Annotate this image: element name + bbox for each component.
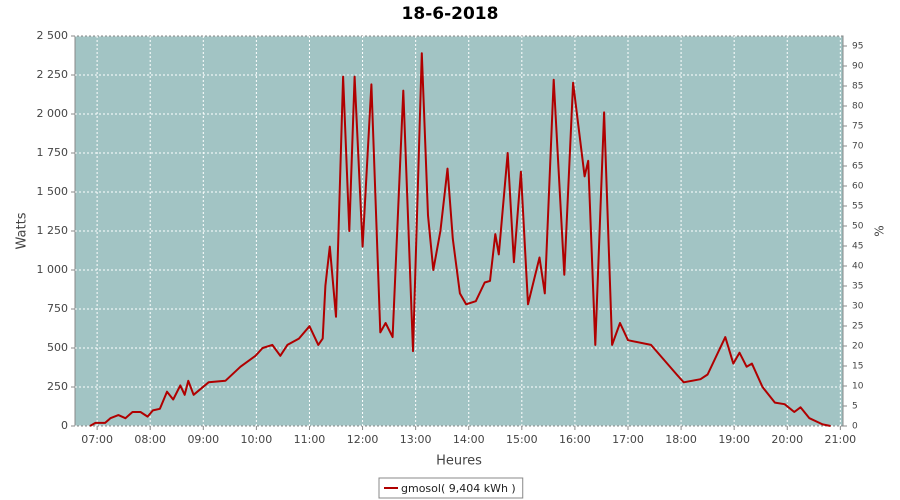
y2-tick-label: 65 — [852, 162, 863, 172]
y-tick-label: 1 750 — [37, 146, 69, 159]
y2-tick-label: 10 — [852, 382, 864, 392]
y-tick-label: 500 — [47, 341, 68, 354]
y-tick-label: 0 — [61, 419, 68, 432]
y2-tick-label: 75 — [852, 122, 863, 132]
y-axis-label: Watts — [15, 212, 30, 249]
y2-tick-label: 5 — [852, 402, 858, 412]
y2-tick-label: 70 — [852, 142, 864, 152]
y-tick-label: 2 500 — [37, 29, 69, 42]
y2-tick-label: 90 — [852, 62, 864, 72]
x-tick-label: 08:00 — [134, 433, 166, 446]
x-tick-label: 16:00 — [559, 433, 591, 446]
y2-tick-label: 85 — [852, 82, 863, 92]
y2-tick-label: 80 — [852, 102, 864, 112]
x-axis-label: Heures — [436, 454, 482, 469]
x-tick-label: 14:00 — [453, 433, 485, 446]
y-tick-label: 1 000 — [37, 263, 69, 276]
x-tick-label: 21:00 — [824, 433, 856, 446]
x-tick-label: 18:00 — [665, 433, 697, 446]
y2-tick-label: 15 — [852, 362, 863, 372]
legend: gmosol( 9,404 kWh ) — [378, 477, 524, 499]
chart-title: 18-6-2018 — [402, 4, 499, 24]
y-tick-label: 1 500 — [37, 185, 69, 198]
y-tick-label: 2 000 — [37, 107, 69, 120]
x-tick-label: 17:00 — [612, 433, 644, 446]
x-tick-label: 11:00 — [294, 433, 326, 446]
y2-tick-label: 0 — [852, 422, 858, 432]
y2-tick-label: 50 — [852, 222, 864, 232]
x-tick-label: 20:00 — [771, 433, 803, 446]
y-tick-label: 1 250 — [37, 224, 69, 237]
y2-tick-label: 25 — [852, 322, 863, 332]
x-tick-label: 10:00 — [241, 433, 273, 446]
y2-tick-label: 30 — [852, 302, 864, 312]
y-tick-label: 250 — [47, 380, 68, 393]
y-tick-label: 2 250 — [37, 68, 69, 81]
y2-tick-label: 40 — [852, 262, 864, 272]
y2-tick-label: 45 — [852, 242, 863, 252]
x-tick-label: 09:00 — [187, 433, 219, 446]
y2-tick-label: 35 — [852, 282, 863, 292]
y2-axis-label: % — [873, 225, 887, 236]
legend-label: gmosol( 9,404 kWh ) — [401, 482, 516, 495]
y2-tick-label: 60 — [852, 182, 864, 192]
x-tick-label: 12:00 — [347, 433, 379, 446]
line-series — [89, 52, 831, 427]
y2-tick-label: 55 — [852, 202, 863, 212]
y2-tick-label: 20 — [852, 342, 864, 352]
x-tick-label: 13:00 — [400, 433, 432, 446]
legend-box — [378, 477, 524, 499]
y2-tick-label: 95 — [852, 42, 863, 52]
x-tick-label: 15:00 — [506, 433, 538, 446]
x-tick-label: 07:00 — [81, 433, 113, 446]
y-tick-label: 750 — [47, 302, 68, 315]
x-tick-label: 19:00 — [718, 433, 750, 446]
